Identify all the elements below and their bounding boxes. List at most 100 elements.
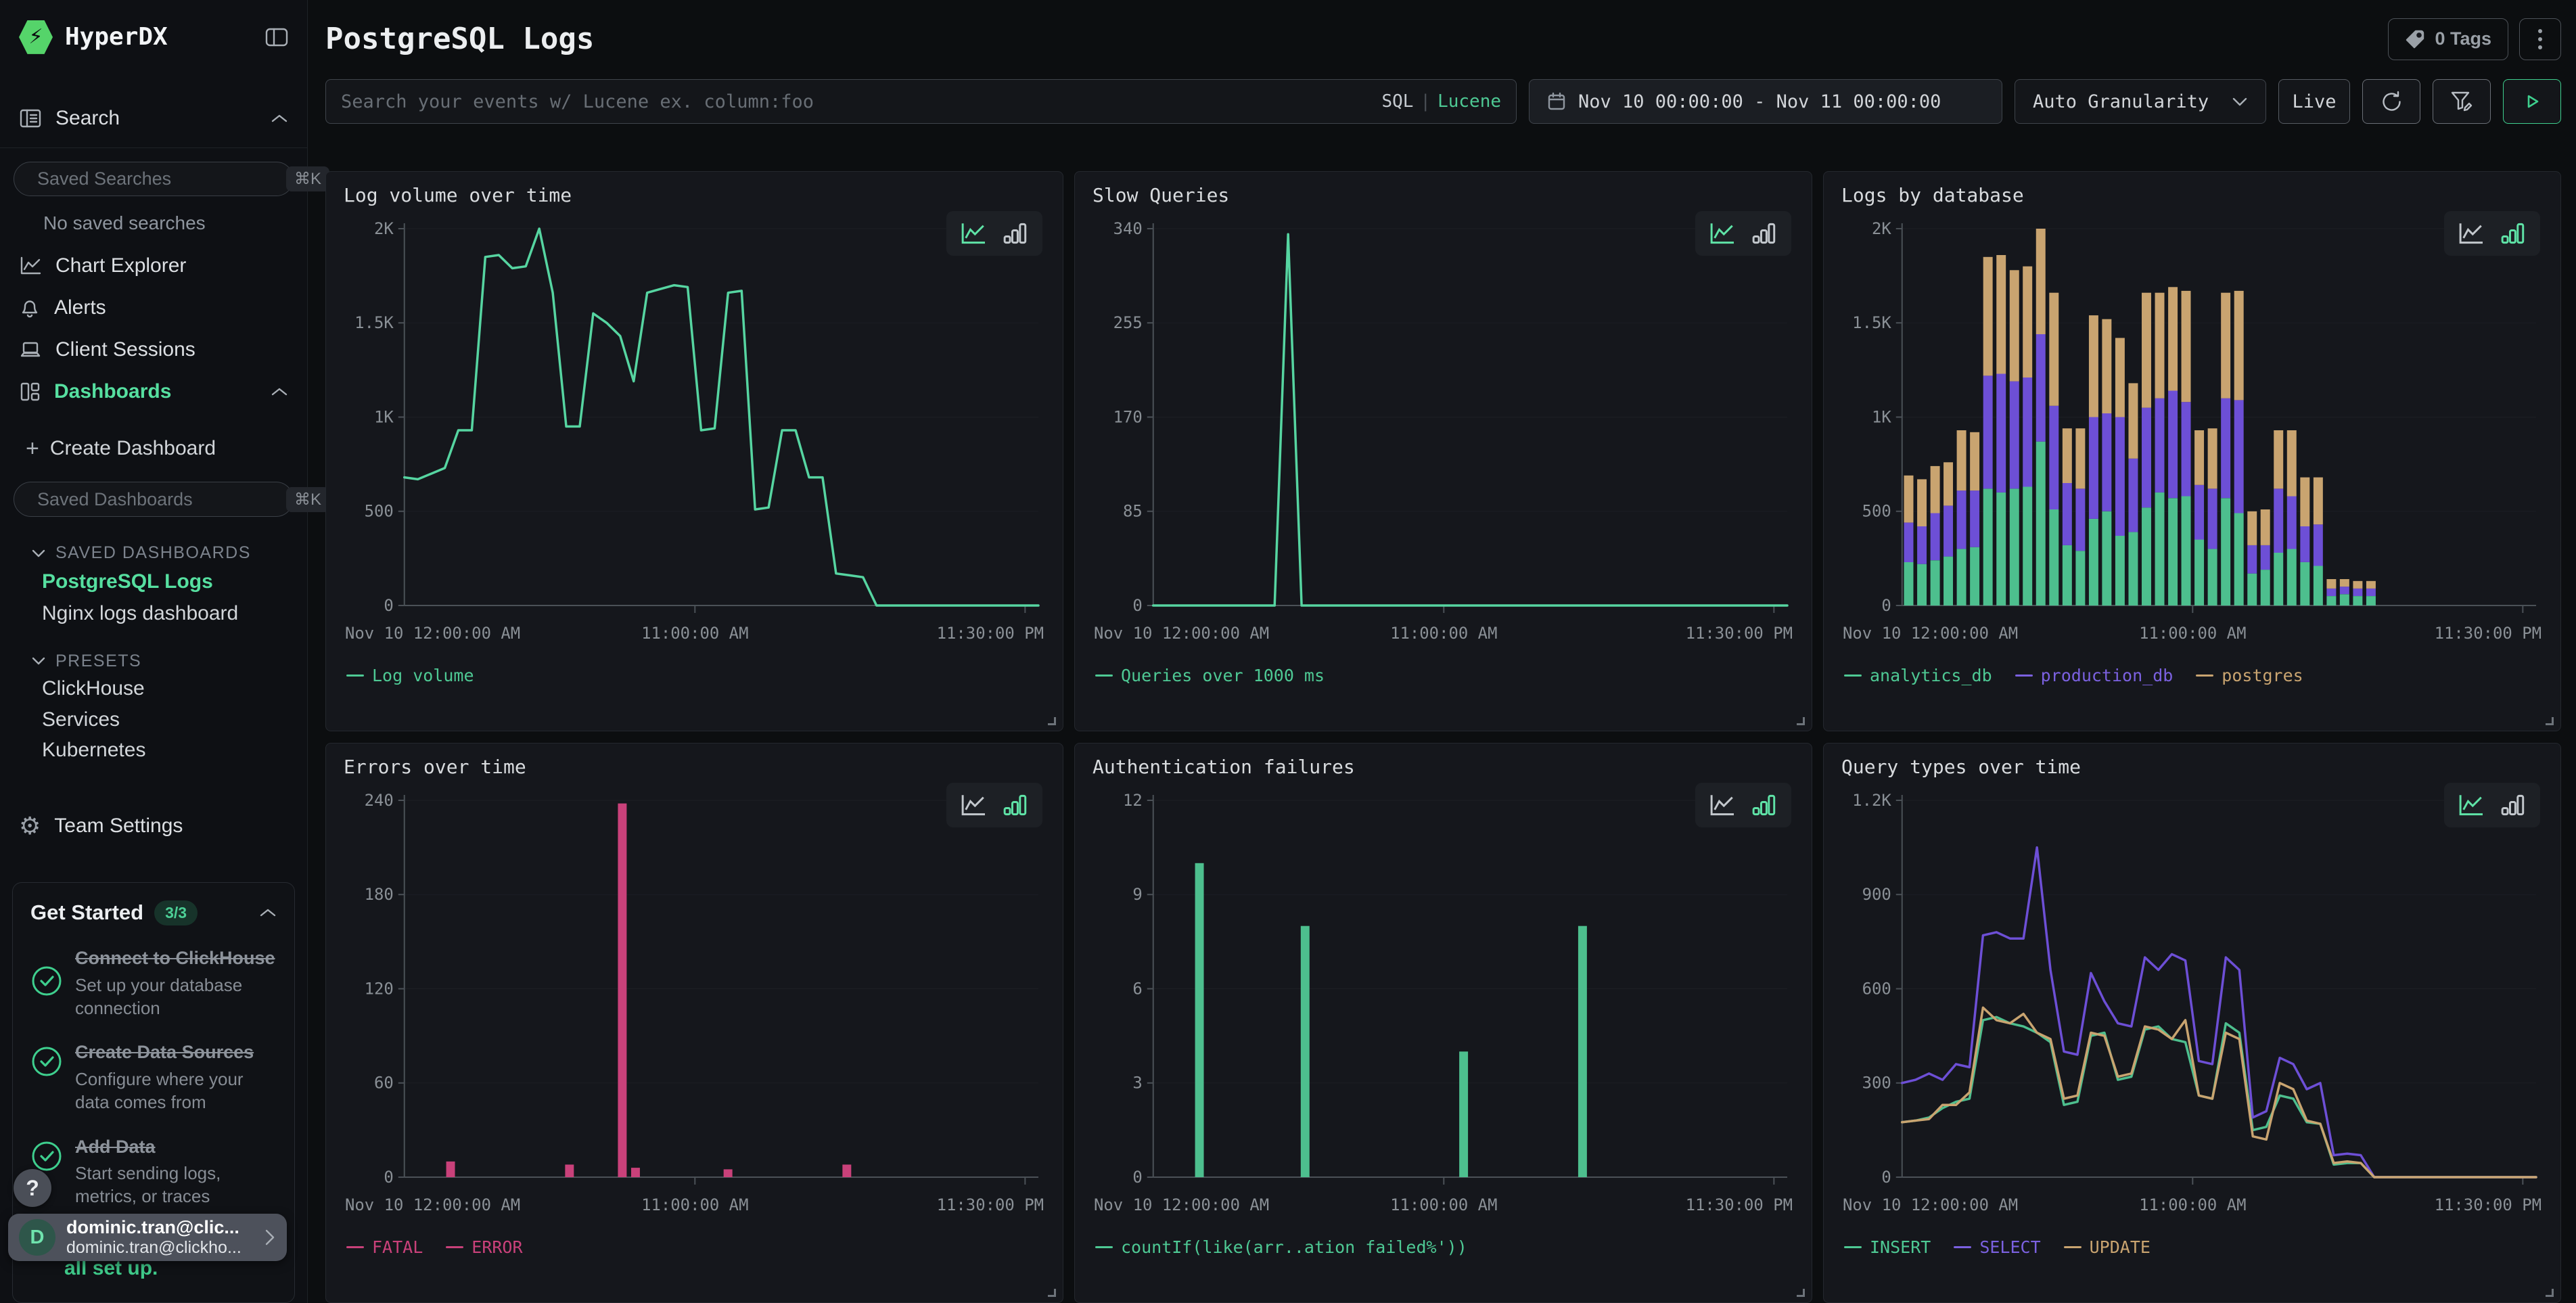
bar-chart-icon[interactable] (1751, 222, 1778, 245)
legend-item: FATAL (346, 1237, 423, 1257)
svg-text:12: 12 (1123, 791, 1143, 810)
saved-searches-searchbox[interactable]: ⌘K (14, 162, 294, 197)
sidebar-item-label: Search (55, 107, 257, 130)
get-started-item[interactable]: Connect to ClickHouse Set up your databa… (30, 947, 277, 1020)
granularity-select[interactable]: Auto Granularity (2015, 79, 2266, 124)
legend-item: SELECT (1954, 1237, 2040, 1257)
resize-handle[interactable] (1048, 717, 1056, 725)
chart-legend: INSERTSELECTUPDATE (1841, 1237, 2543, 1257)
query-language-toggle[interactable]: SQL|Lucene (1381, 91, 1501, 112)
resize-handle[interactable] (2546, 1289, 2554, 1297)
svg-text:340: 340 (1113, 219, 1143, 238)
svg-text:6: 6 (1132, 979, 1142, 998)
create-dashboard-button[interactable]: + Create Dashboard (0, 430, 307, 467)
chart-plot: 036912Nov 10 12:00:00 AM11:00:00 AM11:30… (1092, 788, 1794, 1235)
sidebar-item-client-sessions[interactable]: Client Sessions (0, 329, 307, 371)
saved-dashboards-input[interactable] (37, 489, 277, 510)
chevron-down-icon (31, 549, 46, 558)
chart-plot: 085170255340Nov 10 12:00:00 AM11:00:00 A… (1092, 216, 1794, 663)
chart-type-toggle (946, 783, 1042, 827)
bar-chart-icon[interactable] (1751, 794, 1778, 817)
svg-text:0: 0 (1881, 596, 1891, 615)
help-button[interactable]: ? (14, 1169, 51, 1207)
chart-plot: 05001K1.5K2KNov 10 12:00:00 AM11:00:00 A… (344, 216, 1045, 663)
chart-panel-slow-queries: Slow Queries 085170255340Nov 10 12:00:00… (1074, 171, 1812, 731)
gear-icon: ⚙ (19, 814, 41, 838)
saved-dashboard-postgresql-logs[interactable]: PostgreSQL Logs (0, 566, 307, 598)
svg-text:11:00:00 AM: 11:00:00 AM (2139, 1195, 2246, 1214)
date-range-picker[interactable]: Nov 10 00:00:00 - Nov 11 00:00:00 (1529, 79, 2002, 124)
chart-title: Errors over time (344, 756, 1045, 788)
chevron-down-icon (2232, 97, 2248, 107)
svg-text:11:00:00 AM: 11:00:00 AM (1390, 624, 1497, 643)
chevron-up-icon[interactable] (259, 907, 277, 918)
chart-title: Logs by database (1841, 184, 2543, 216)
live-button[interactable]: Live (2278, 79, 2350, 124)
sidebar-item-search[interactable]: Search (0, 97, 307, 139)
chart-panel-auth-failures: Authentication failures 036912Nov 10 12:… (1074, 743, 1812, 1303)
svg-text:3: 3 (1132, 1074, 1142, 1093)
svg-text:0: 0 (384, 1168, 393, 1187)
chart-title: Query types over time (1841, 756, 2543, 788)
get-started-item[interactable]: Create Data Sources Configure where your… (30, 1041, 277, 1114)
svg-text:1.5K: 1.5K (354, 313, 394, 332)
legend-item: UPDATE (2064, 1237, 2150, 1257)
main-content: PostgreSQL Logs 0 Tags SQL|Lucene Nov 10… (308, 0, 2576, 1303)
line-chart-icon[interactable] (960, 794, 987, 817)
task-title: Add Data (75, 1136, 277, 1159)
sidebar-item-label: Chart Explorer (55, 254, 288, 277)
legend-item: analytics_db (1844, 666, 1992, 685)
run-query-button[interactable] (2503, 79, 2561, 124)
tags-button[interactable]: 0 Tags (2388, 18, 2508, 60)
resize-handle[interactable] (1048, 1289, 1056, 1297)
svg-text:1.2K: 1.2K (1852, 791, 1891, 810)
line-chart-icon[interactable] (1709, 222, 1736, 245)
section-presets[interactable]: PRESETS (0, 649, 307, 673)
saved-searches-input[interactable] (37, 168, 277, 189)
preset-clickhouse[interactable]: ClickHouse (0, 673, 307, 704)
line-chart-icon[interactable] (2458, 794, 2485, 817)
line-chart-icon[interactable] (960, 222, 987, 245)
dashboard-link-label: Nginx logs dashboard (42, 602, 238, 625)
sidebar-item-alerts[interactable]: Alerts (0, 287, 307, 329)
bar-chart-icon[interactable] (1002, 794, 1029, 817)
bar-chart-icon[interactable] (1002, 222, 1029, 245)
section-saved-dashboards[interactable]: SAVED DASHBOARDS (0, 541, 307, 566)
saved-dashboard-nginx-logs[interactable]: Nginx logs dashboard (0, 597, 307, 630)
saved-dashboards-searchbox[interactable]: ⌘K (14, 482, 294, 517)
line-chart-icon[interactable] (2458, 222, 2485, 245)
filter-button[interactable] (2433, 79, 2491, 124)
preset-services[interactable]: Services (0, 704, 307, 735)
event-search-box[interactable]: SQL|Lucene (325, 79, 1517, 124)
event-search-input[interactable] (341, 91, 1371, 112)
kbd-shortcut: ⌘K (286, 166, 329, 191)
resize-handle[interactable] (1797, 717, 1805, 725)
task-title: Create Data Sources (75, 1041, 277, 1064)
kbd-shortcut: ⌘K (286, 487, 329, 512)
resize-handle[interactable] (2546, 717, 2554, 725)
preset-kubernetes[interactable]: Kubernetes (0, 735, 307, 767)
sidebar-item-chart-explorer[interactable]: Chart Explorer (0, 245, 307, 287)
dashboard-link-label: PostgreSQL Logs (42, 570, 213, 593)
chart-plot: 060120180240Nov 10 12:00:00 AM11:00:00 A… (344, 788, 1045, 1235)
bar-chart-icon[interactable] (2500, 794, 2527, 817)
more-options-button[interactable] (2519, 18, 2561, 60)
dashboards-icon (19, 381, 41, 403)
line-chart-icon[interactable] (1709, 794, 1736, 817)
svg-text:11:30:00 PM: 11:30:00 PM (937, 1195, 1044, 1214)
collapse-sidebar-icon[interactable] (265, 27, 288, 47)
sidebar-item-team-settings[interactable]: ⚙ Team Settings (0, 805, 307, 847)
sidebar-item-dashboards[interactable]: Dashboards (0, 371, 307, 413)
svg-text:11:30:00 PM: 11:30:00 PM (937, 624, 1044, 643)
svg-text:11:00:00 AM: 11:00:00 AM (641, 624, 748, 643)
question-mark-icon: ? (26, 1176, 39, 1201)
resize-handle[interactable] (1797, 1289, 1805, 1297)
date-range-value: Nov 10 00:00:00 - Nov 11 00:00:00 (1578, 91, 1941, 112)
user-account-chip[interactable]: D dominic.tran@clic... dominic.tran@clic… (8, 1214, 287, 1261)
task-desc: Set up your database connection (75, 974, 277, 1020)
refresh-button[interactable] (2362, 79, 2420, 124)
chart-title: Log volume over time (344, 184, 1045, 216)
check-circle-icon (30, 1140, 63, 1172)
get-started-item[interactable]: Add Data Start sending logs, metrics, or… (30, 1136, 277, 1208)
bar-chart-icon[interactable] (2500, 222, 2527, 245)
